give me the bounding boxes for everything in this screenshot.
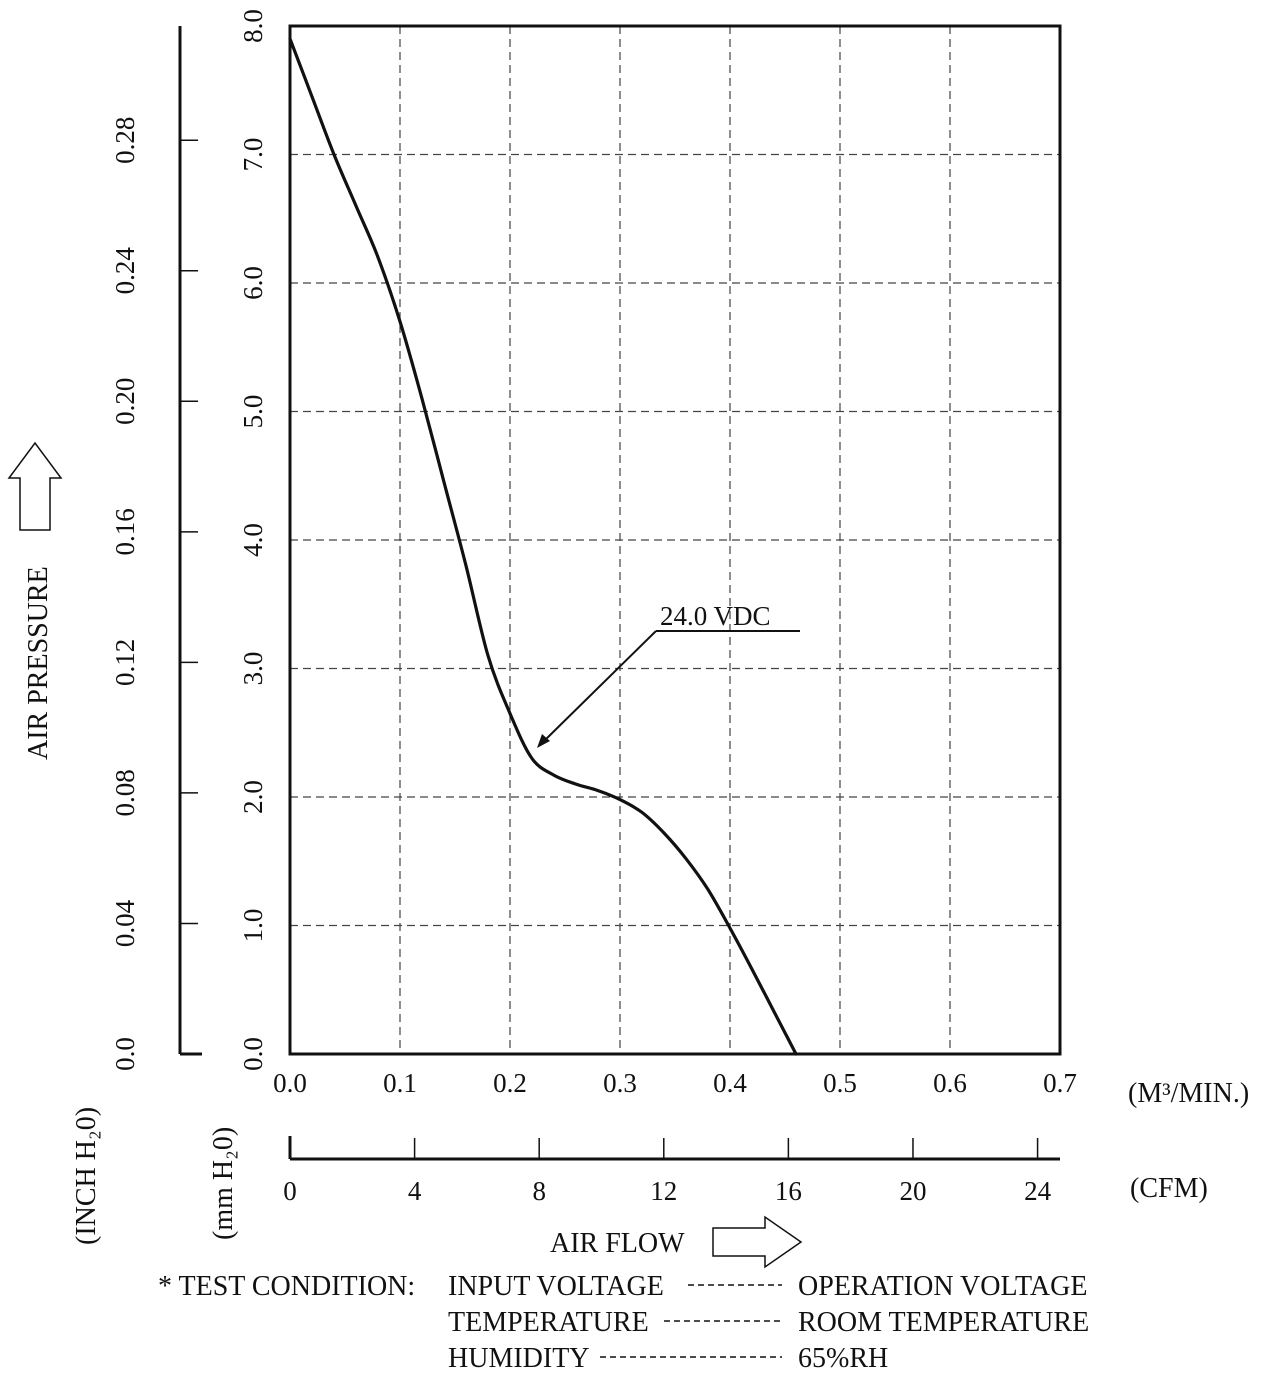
annotation-label: 24.0 VDC — [660, 601, 771, 631]
x2-tick-label: 20 — [899, 1176, 926, 1206]
x2-tick-label: 4 — [408, 1176, 422, 1206]
test-condition-label: TEMPERATURE — [448, 1307, 649, 1338]
right-arrow-icon — [712, 1215, 803, 1269]
plot-frame — [288, 24, 1062, 1056]
y-tick-label: 7.0 — [238, 138, 268, 172]
test-condition-label: HUMIDITY — [448, 1343, 590, 1374]
test-condition-value: ROOM TEMPERATURE — [798, 1307, 1089, 1338]
y-axis-unit-label: (mm H₂0) — [208, 1127, 239, 1240]
x-tick-label: 0.2 — [493, 1068, 527, 1098]
annotation-leader-line — [541, 630, 657, 744]
x2-tick-label: 8 — [532, 1176, 546, 1206]
y-tick-label: 8.0 — [238, 9, 268, 43]
y-tick-label: 3.0 — [238, 652, 268, 686]
y-tick-label: 6.0 — [238, 266, 268, 300]
y2-tick-label: 0.24 — [110, 247, 140, 295]
x-tick-label: 0.5 — [823, 1068, 857, 1098]
x-tick-label: 0.4 — [713, 1068, 747, 1098]
y-tick-label: 0.0 — [238, 1037, 268, 1071]
x-tick-label: 0.6 — [933, 1068, 967, 1098]
x2-tick-label: 0 — [283, 1176, 297, 1206]
y-tick-label: 5.0 — [238, 395, 268, 429]
y2-tick-label: 0.16 — [110, 508, 140, 555]
y2-tick-label: 0.08 — [110, 769, 140, 816]
y-tick-label: 4.0 — [238, 523, 268, 557]
y2-tick-label: 0.0 — [110, 1037, 140, 1071]
y2-tick-label: 0.28 — [110, 117, 140, 164]
y-axis-ticks: 0.0 1.0 2.0 3.0 4.0 5.0 6.0 7.0 8.0 — [238, 9, 268, 1071]
test-condition-value: OPERATION VOLTAGE — [798, 1271, 1087, 1302]
x2-tick-label: 16 — [775, 1176, 802, 1206]
inch-h2o-axis: 0.0 0.04 0.08 0.12 0.16 0.20 0.24 0.28 — [110, 26, 202, 1071]
y2-tick-label: 0.04 — [110, 899, 140, 947]
test-condition-value: 65%RH — [798, 1343, 888, 1374]
x-tick-label: 0.7 — [1043, 1068, 1077, 1098]
y2-tick-label: 0.20 — [110, 378, 140, 425]
x-tick-label: 0.0 — [273, 1068, 307, 1098]
x2-axis-unit-label: (CFM) — [1130, 1173, 1208, 1204]
test-condition-block: * TEST CONDITION: INPUT VOLTAGE OPERATIO… — [158, 1271, 1089, 1374]
series-line-24vdc — [288, 37, 798, 1056]
test-condition-header: * TEST CONDITION: — [158, 1271, 415, 1302]
x-axis-title: AIR FLOW — [550, 1228, 685, 1259]
x-axis-unit-label: (M³/MIN.) — [1128, 1078, 1249, 1109]
test-condition-label: INPUT VOLTAGE — [448, 1271, 664, 1302]
cfm-axis: 0 4 8 12 16 20 24 — [283, 1136, 1060, 1206]
series-annotation: 24.0 VDC — [537, 601, 800, 748]
x-tick-label: 0.1 — [383, 1068, 417, 1098]
y-tick-label: 1.0 — [238, 909, 268, 943]
grid-lines — [290, 26, 1060, 1054]
x-tick-label: 0.3 — [603, 1068, 637, 1098]
y2-axis-unit-label: (INCH H₂0) — [71, 1107, 102, 1245]
y-axis-title: AIR PRESSURE — [23, 566, 54, 760]
x2-tick-label: 12 — [650, 1176, 677, 1206]
x2-tick-label: 24 — [1024, 1176, 1052, 1206]
annotation-arrowhead — [537, 734, 550, 748]
series-group — [288, 37, 798, 1056]
y2-tick-label: 0.12 — [110, 639, 140, 686]
x-axis-ticks: 0.0 0.1 0.2 0.3 0.4 0.5 0.6 0.7 — [273, 1068, 1077, 1098]
y-tick-label: 2.0 — [238, 780, 268, 814]
up-arrow-icon — [7, 441, 63, 531]
